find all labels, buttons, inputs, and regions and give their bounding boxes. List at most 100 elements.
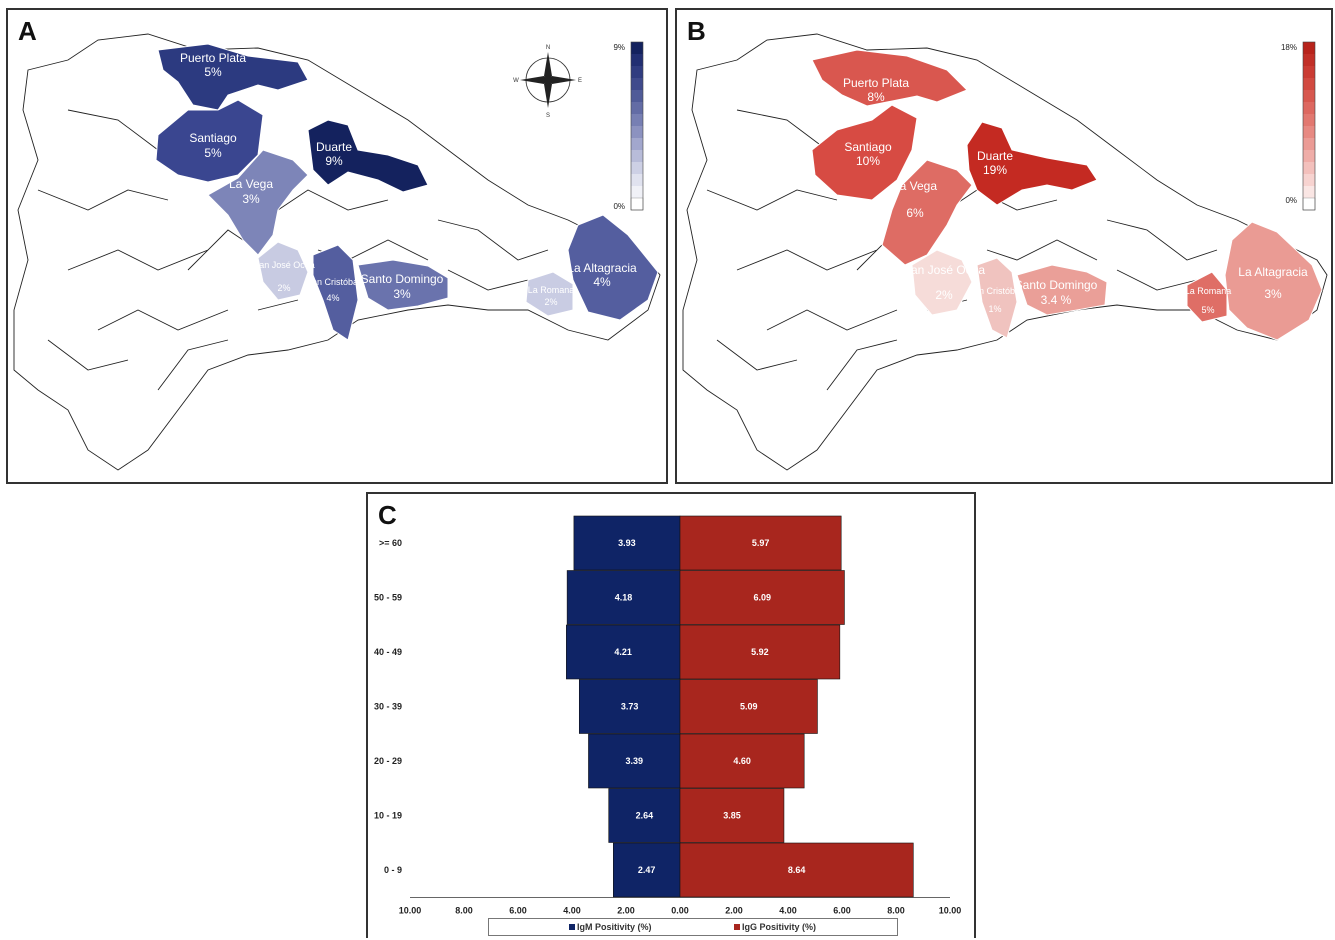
value-puerto-plata: 8%: [867, 90, 885, 104]
data-label-igm: 2.47: [638, 865, 656, 875]
data-label-igm: 4.21: [614, 647, 632, 657]
x-tick-label: 6.00: [833, 906, 851, 916]
compass-south: S: [546, 113, 550, 119]
y-tick-label: 0 - 9: [384, 865, 402, 875]
legend-b-min: 0%: [1285, 196, 1297, 205]
region-la-altagracia: [567, 214, 659, 321]
value-santo-domingo: 3%: [393, 287, 411, 301]
legend-b-max: 18%: [1281, 43, 1297, 52]
legend-label-igm: IgM Positivity (%): [577, 922, 652, 932]
data-label-igg: 5.09: [740, 702, 758, 712]
label-la-altagracia: La Altagracia: [1238, 265, 1308, 279]
legend-item-igm: IgM Positivity (%): [569, 922, 652, 932]
panel-a-igm-map: A Puerto Plata 5% Santiago 5% Duarte 9% …: [6, 8, 668, 484]
value-la-vega: 6%: [906, 206, 924, 220]
map-b-svg: Puerto Plata 8% Santiago 10% Duarte 19% …: [682, 33, 1328, 471]
region-san-cristobal: [976, 257, 1018, 339]
x-tick-label: 4.00: [563, 906, 581, 916]
y-tick-label: 30 - 39: [374, 702, 402, 712]
label-santo-domingo: Santo Domingo: [361, 272, 444, 286]
x-tick-label: 10.00: [939, 906, 962, 916]
legend-swatch-igm: [569, 924, 575, 930]
bar-igm: [578, 679, 681, 734]
bar-igg: [679, 842, 914, 898]
data-label-igg: 6.09: [753, 593, 771, 603]
value-santiago: 10%: [856, 154, 880, 168]
bar-igm: [566, 624, 681, 680]
data-label-igm: 3.73: [621, 702, 639, 712]
data-label-igg: 5.92: [751, 647, 769, 657]
value-san-cristobal: 4%: [326, 293, 339, 303]
region-puerto-plata: [811, 49, 968, 107]
x-tick-label: 2.00: [725, 906, 743, 916]
value-la-altagracia: 4%: [593, 275, 611, 289]
compass-east: E: [578, 78, 582, 84]
label-la-romana: La Romana: [528, 285, 575, 295]
bar-igm: [608, 788, 681, 843]
label-santiago: Santiago: [189, 131, 237, 145]
x-tick-label: 10.00: [399, 906, 422, 916]
label-la-vega: La Vega: [893, 179, 937, 193]
region-la-vega: [207, 149, 309, 256]
region-la-altagracia: [1224, 221, 1323, 341]
x-tick-label: 8.00: [887, 906, 905, 916]
data-label-igg: 4.60: [733, 756, 751, 766]
label-san-cristobal: San Cristóbal: [968, 286, 1022, 296]
value-san-jose-ocoa: 2%: [935, 288, 953, 302]
region-la-romana: [525, 271, 574, 317]
legend-swatch-igg: [734, 924, 740, 930]
bar-igg: [679, 624, 841, 680]
region-duarte: [966, 121, 1098, 206]
value-puerto-plata: 5%: [204, 65, 222, 79]
x-tick-label: 4.00: [779, 906, 797, 916]
region-san-cristobal: [312, 244, 359, 341]
legend-item-igg: IgG Positivity (%): [734, 922, 816, 932]
label-san-jose-ocoa: San José Ocoa: [903, 263, 985, 277]
label-puerto-plata: Puerto Plata: [843, 76, 909, 90]
bar-igm: [613, 842, 681, 898]
value-la-romana: 5%: [1201, 305, 1214, 315]
bar-igg: [679, 570, 845, 625]
bar-igg: [679, 515, 842, 571]
label-duarte: Duarte: [977, 149, 1013, 163]
value-santiago: 5%: [204, 146, 222, 160]
compass-rose-icon: N S E W: [513, 45, 582, 119]
value-duarte: 19%: [983, 163, 1007, 177]
map-a-labels: Puerto Plata 5% Santiago 5% Duarte 9% La…: [180, 51, 637, 307]
data-label-igm: 3.93: [618, 538, 636, 548]
legend-a-min: 0%: [613, 202, 625, 211]
panel-c-age-pyramid: C 3.93 5.97 >= 60 4.18 6.09 50 - 59 4.21 5.92 40…: [366, 492, 976, 938]
data-label-igg: 3.85: [723, 811, 741, 821]
compass-west: W: [513, 78, 519, 84]
x-tick-label: 6.00: [509, 906, 527, 916]
value-la-altagracia: 3%: [1264, 287, 1282, 301]
legend-a-max: 9%: [613, 43, 625, 52]
bar-igg: [679, 733, 805, 789]
province-border: [37, 109, 549, 391]
legend-scale-b: 18% 0%: [1281, 41, 1316, 211]
region-san-jose-ocoa: [911, 249, 973, 316]
bar-igm: [566, 570, 681, 625]
value-la-vega: 3%: [242, 192, 260, 206]
value-san-jose-ocoa: 2%: [277, 283, 290, 293]
panel-b-letter: B: [687, 16, 706, 46]
panel-c-letter: C: [378, 500, 397, 530]
region-la-romana: [1186, 271, 1228, 323]
region-puerto-plata: [157, 43, 309, 111]
label-duarte: Duarte: [316, 140, 352, 154]
label-santo-domingo: Santo Domingo: [1015, 278, 1098, 292]
bar-igg: [679, 788, 785, 843]
x-tick-label: 0.00: [671, 906, 689, 916]
data-label-igm: 4.18: [615, 593, 633, 603]
legend-scale-a: 9% 0%: [613, 41, 644, 211]
region-san-jose-ocoa: [257, 241, 309, 301]
value-san-cristobal: 1%: [988, 304, 1001, 314]
y-tick-label: 10 - 19: [374, 811, 402, 821]
label-san-cristobal: San Cristóbal: [306, 277, 360, 287]
y-tick-label: >= 60: [379, 538, 402, 548]
region-santo-domingo: [1016, 264, 1108, 316]
data-label-igg: 5.97: [752, 538, 770, 548]
panel-b-igg-map: B Puerto Plata 8% Santiago 10% Duarte 19…: [675, 8, 1333, 484]
region-la-vega: [881, 159, 973, 266]
label-puerto-plata: Puerto Plata: [180, 51, 246, 65]
